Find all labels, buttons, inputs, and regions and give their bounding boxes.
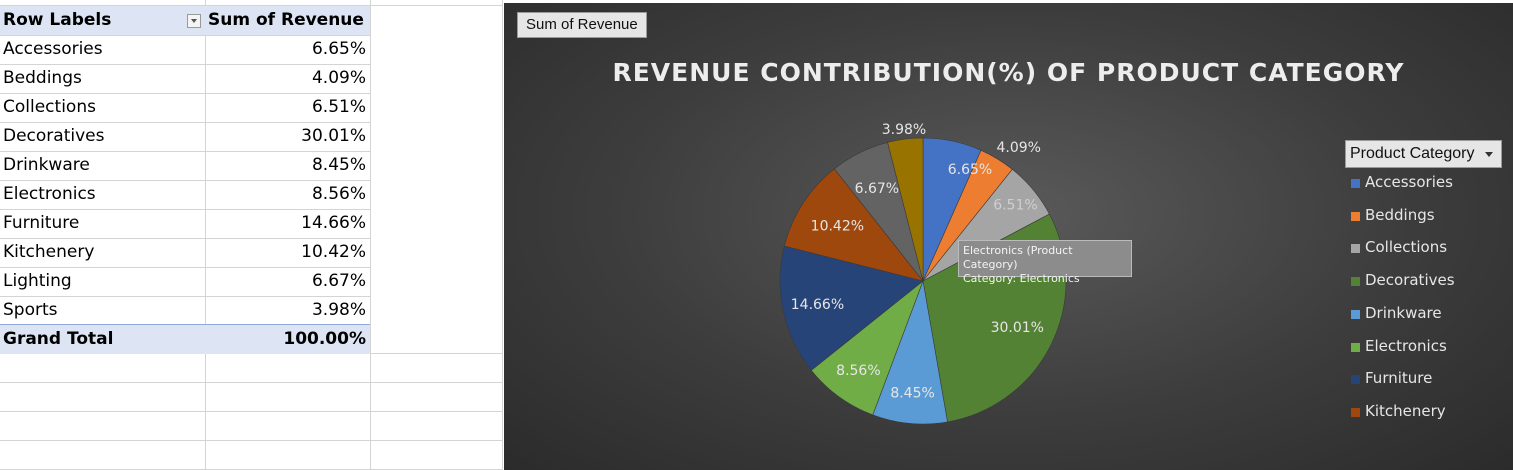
grid-line [0, 180, 370, 181]
legend-label: Kitchenery [1365, 401, 1446, 420]
pivot-row-label: Accessories [3, 39, 103, 59]
legend-label: Electronics [1365, 336, 1447, 355]
data-label-electronics[interactable]: 8.56% [836, 363, 880, 379]
chart-title[interactable]: REVENUE CONTRIBUTION(%) OF PRODUCT CATEG… [612, 58, 1405, 87]
pivot-row[interactable]: Drinkware 8.45% [0, 151, 370, 180]
grand-total-row[interactable]: Grand Total 100.00% [0, 324, 370, 354]
pie-plot-area[interactable]: 6.65%4.09% 6.51% 30.01% 8.45% 8.56% 14.66% 10.… [504, 3, 1513, 470]
pivot-row[interactable]: Electronics 8.56% [0, 180, 370, 209]
pivot-row-value: 6.51% [311, 97, 366, 117]
pivot-row[interactable]: Sports 3.98% [0, 296, 370, 325]
pie-slice-kitchenery[interactable] [783, 168, 924, 282]
sum-of-revenue-field-button[interactable]: Sum of Revenue [517, 12, 647, 38]
grid-line [0, 93, 370, 94]
pivot-row-value: 4.09% [311, 68, 366, 88]
grid-line [205, 0, 206, 470]
filter-dropdown-icon[interactable] [187, 14, 201, 28]
grid-line [0, 209, 370, 210]
pivot-row-label: Sports [3, 300, 58, 320]
legend-swatch [1351, 277, 1360, 287]
pivot-row-value: 14.66% [301, 213, 366, 233]
grid-line [502, 0, 503, 470]
tooltip-line-2: Category: Electronics [963, 272, 1080, 285]
pivot-row-value: 8.45% [311, 155, 366, 175]
pivot-sheet: Row Labels Sum of Revenue Accessories 6.6… [0, 0, 503, 470]
sum-of-revenue-header[interactable]: Sum of Revenue [208, 10, 364, 30]
legend-swatch [1351, 179, 1360, 188]
grid-line [0, 35, 370, 36]
legend-label: Decoratives [1365, 271, 1455, 290]
grid-line [0, 151, 370, 152]
pivot-row-label: Kitchenery [3, 242, 95, 262]
pivot-row-label: Lighting [3, 271, 72, 291]
legend-swatch [1351, 375, 1360, 385]
legend-swatch [1351, 342, 1360, 352]
legend-label: Accessories [1365, 173, 1453, 191]
pivot-row-value: 10.42% [301, 242, 366, 262]
pivot-row-value: 8.56% [311, 184, 366, 204]
legend-label: Collections [1365, 238, 1448, 257]
data-label-lighting[interactable]: 6.67% [855, 181, 899, 197]
pivot-row-label: Beddings [3, 68, 82, 88]
pie-slice-furniture[interactable] [779, 245, 924, 371]
pivot-row-value: 3.98% [311, 300, 366, 320]
data-label-accessories[interactable]: 6.65% [948, 162, 992, 178]
data-label-kitchenery[interactable]: 10.42% [811, 219, 864, 235]
data-label-collections[interactable]: 6.51% [993, 197, 1037, 213]
pivot-row-label: Furniture [3, 213, 80, 233]
pivot-row-value: 30.01% [301, 126, 366, 146]
grid-line [0, 267, 370, 268]
pivot-row-label: Collections [3, 97, 96, 117]
data-label-beddings[interactable]: 4.09% [996, 140, 1040, 156]
pivot-row[interactable]: Kitchenery 10.42% [0, 238, 370, 267]
pivot-row-value: 6.65% [311, 39, 366, 59]
grid-line [0, 411, 503, 412]
data-label-drinkware[interactable]: 8.45% [890, 386, 934, 402]
data-label-decoratives[interactable]: 30.01% [991, 320, 1044, 336]
legend-swatch [1351, 309, 1360, 319]
legend-swatch [1351, 244, 1360, 254]
data-label-furniture[interactable]: 14.66% [791, 297, 844, 313]
grand-total-label: Grand Total [3, 329, 114, 349]
grid-line [0, 238, 370, 239]
row-labels-header[interactable]: Row Labels [3, 10, 112, 30]
grid-line [0, 382, 503, 383]
grid-line [0, 5, 503, 6]
pivot-row[interactable]: Collections 6.51% [0, 93, 370, 122]
pivot-row[interactable]: Furniture 14.66% [0, 209, 370, 238]
pie-slice-sports[interactable] [887, 137, 924, 282]
pivot-row-label: Electronics [3, 184, 96, 204]
product-category-filter-button[interactable]: Product Category [1345, 140, 1502, 168]
grid-line [0, 64, 370, 65]
pivot-header-row: Row Labels Sum of Revenue [0, 6, 370, 35]
legend-label: Beddings [1365, 205, 1435, 224]
grid-line [0, 296, 370, 297]
grid-line [0, 122, 370, 123]
pivot-row-label: Decoratives [3, 126, 105, 146]
pivot-row-value: 6.67% [311, 271, 366, 291]
pie-chart[interactable]: Sum of Revenue REVENUE CONTRIBUTION(%) O… [504, 3, 1513, 470]
data-label-sports[interactable]: 3.98% [882, 122, 926, 138]
legend-swatch [1351, 211, 1360, 221]
grand-total-value: 100.00% [283, 329, 366, 349]
legend-swatch [1351, 407, 1360, 417]
chart-tooltip: Electronics (Product Category) Category:… [958, 240, 1132, 285]
legend-label: Drinkware [1365, 303, 1442, 322]
pivot-row[interactable]: Accessories 6.65% [0, 35, 370, 64]
pivot-row[interactable]: Lighting 6.67% [0, 267, 370, 296]
product-category-label: Product Category [1350, 145, 1475, 162]
chevron-down-icon [1484, 152, 1493, 157]
pivot-row[interactable]: Beddings 4.09% [0, 64, 370, 93]
pivot-row[interactable]: Decoratives 30.01% [0, 122, 370, 151]
pivot-row-label: Drinkware [3, 155, 90, 175]
tooltip-line-1: Electronics (Product Category) [963, 244, 1073, 271]
legend-label: Furniture [1365, 369, 1433, 388]
grid-line [0, 440, 503, 441]
grid-line [370, 0, 371, 470]
